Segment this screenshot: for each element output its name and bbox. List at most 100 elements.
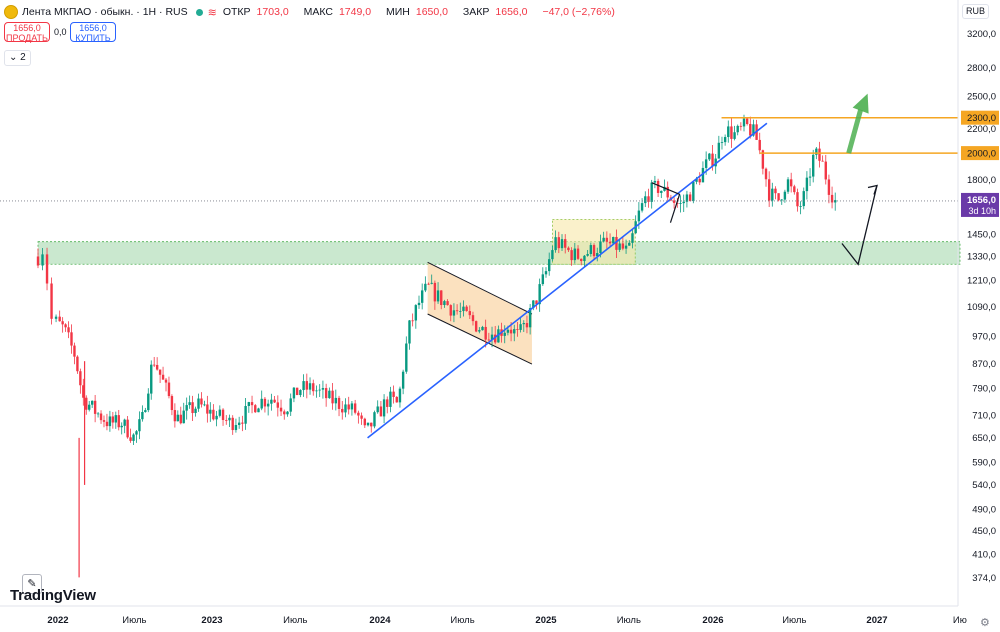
candle [36, 256, 40, 266]
candle [247, 402, 251, 406]
channel-lower-line [427, 313, 533, 365]
candle [821, 160, 824, 162]
price-tick-label: 2200,0 [967, 124, 996, 135]
sell-button[interactable]: 1656,0 ПРОДАТЬ [4, 22, 50, 42]
channel-layer [427, 261, 533, 365]
candle [108, 416, 112, 427]
tradingview-logo: TradingView [10, 587, 96, 604]
candle [548, 259, 551, 272]
price-tick-label: 2500,0 [967, 92, 996, 103]
time-tick-label: 2027 [866, 615, 887, 626]
pencil-icon[interactable]: ✎ [22, 574, 42, 594]
candle [758, 139, 761, 151]
candle [209, 409, 212, 414]
candle [334, 397, 338, 404]
candle [90, 400, 94, 405]
candle [241, 422, 244, 424]
candle [443, 301, 446, 306]
time-tick-label: Июль [617, 615, 641, 626]
candle [557, 237, 561, 249]
candle [474, 321, 478, 332]
price-tick-label: 970,0 [972, 331, 996, 342]
candle [730, 126, 733, 139]
candle [733, 132, 736, 139]
candle [244, 405, 247, 424]
time-axis[interactable]: 2022 Июль 2023 Июль 2024 Июль 2025 Июль 2026 Июль… [0, 605, 967, 626]
candle [596, 253, 599, 257]
candle [200, 398, 203, 405]
time-tick-label: Ию [953, 615, 967, 626]
candle [589, 245, 593, 255]
candle [449, 305, 452, 316]
triangle-pattern [651, 182, 681, 223]
candle [152, 364, 156, 366]
candle [786, 179, 790, 192]
candle [64, 324, 67, 328]
candle [411, 320, 414, 322]
level-price-tag [961, 110, 999, 125]
candle [85, 397, 88, 410]
currency-selector[interactable]: RUB [962, 4, 990, 19]
trendline [367, 122, 768, 439]
candle [218, 409, 222, 416]
candle [519, 324, 522, 330]
price-tick-label: 1090,0 [967, 302, 996, 313]
candle [427, 283, 430, 285]
level-price-tag-label: 2300,0 [967, 113, 996, 124]
candle [123, 419, 126, 426]
candle [389, 391, 392, 407]
candle [430, 282, 433, 284]
candle [88, 404, 91, 410]
symbol-title[interactable]: Лента МКПАО · обыкн. · 1Н · RUS [22, 6, 188, 18]
candle [273, 399, 276, 403]
support-zone-layer [37, 241, 961, 265]
candle [780, 199, 783, 201]
candle [302, 381, 305, 391]
candle [382, 399, 386, 417]
candle [824, 161, 827, 180]
candle [420, 290, 424, 303]
candle [679, 203, 682, 204]
candle [640, 203, 644, 211]
gear-icon[interactable]: ⚙ [980, 617, 990, 629]
candle [506, 329, 510, 333]
price-tick-label: 450,0 [972, 526, 996, 537]
buy-button[interactable]: 1656,0 КУПИТЬ [70, 22, 116, 42]
projection-green-arrow [846, 109, 864, 154]
projection-black-arrowhead [867, 184, 878, 195]
projection-layer [841, 93, 878, 266]
candle [228, 417, 231, 421]
level-price-tag-label: 2000,0 [967, 149, 996, 160]
candle [808, 176, 812, 178]
candle [714, 158, 717, 167]
candle [179, 414, 182, 424]
candle [61, 321, 64, 325]
price-axis[interactable]: 3200,0 2800,0 2500,0 2200,0 1800,0 1450,0 1330… [957, 0, 999, 606]
candle [191, 402, 194, 414]
candle [602, 237, 605, 242]
candle [414, 305, 418, 321]
candle [185, 405, 188, 411]
candle [138, 419, 141, 432]
candle [417, 302, 421, 306]
price-tick-label: 2800,0 [967, 63, 996, 74]
candle [612, 236, 615, 244]
candle [279, 407, 283, 412]
wave-icon: ≋ [207, 6, 217, 19]
candle [608, 241, 612, 244]
candle [468, 311, 472, 316]
candle [158, 369, 162, 375]
indicators-collapse-button[interactable]: ⌄ 2 [4, 50, 31, 66]
candle [583, 255, 586, 262]
trade-buttons: 1656,0 ПРОДАТЬ 0,0 1656,0 КУПИТЬ [4, 22, 116, 42]
candle [695, 178, 698, 182]
last-price-tag-value: 1656,0 [967, 195, 996, 206]
candle [353, 403, 357, 413]
candle [120, 425, 123, 428]
candle [767, 179, 771, 201]
candle [366, 422, 370, 426]
time-tick-label: Июль [782, 615, 806, 626]
candle [660, 190, 663, 193]
candle [628, 242, 631, 246]
